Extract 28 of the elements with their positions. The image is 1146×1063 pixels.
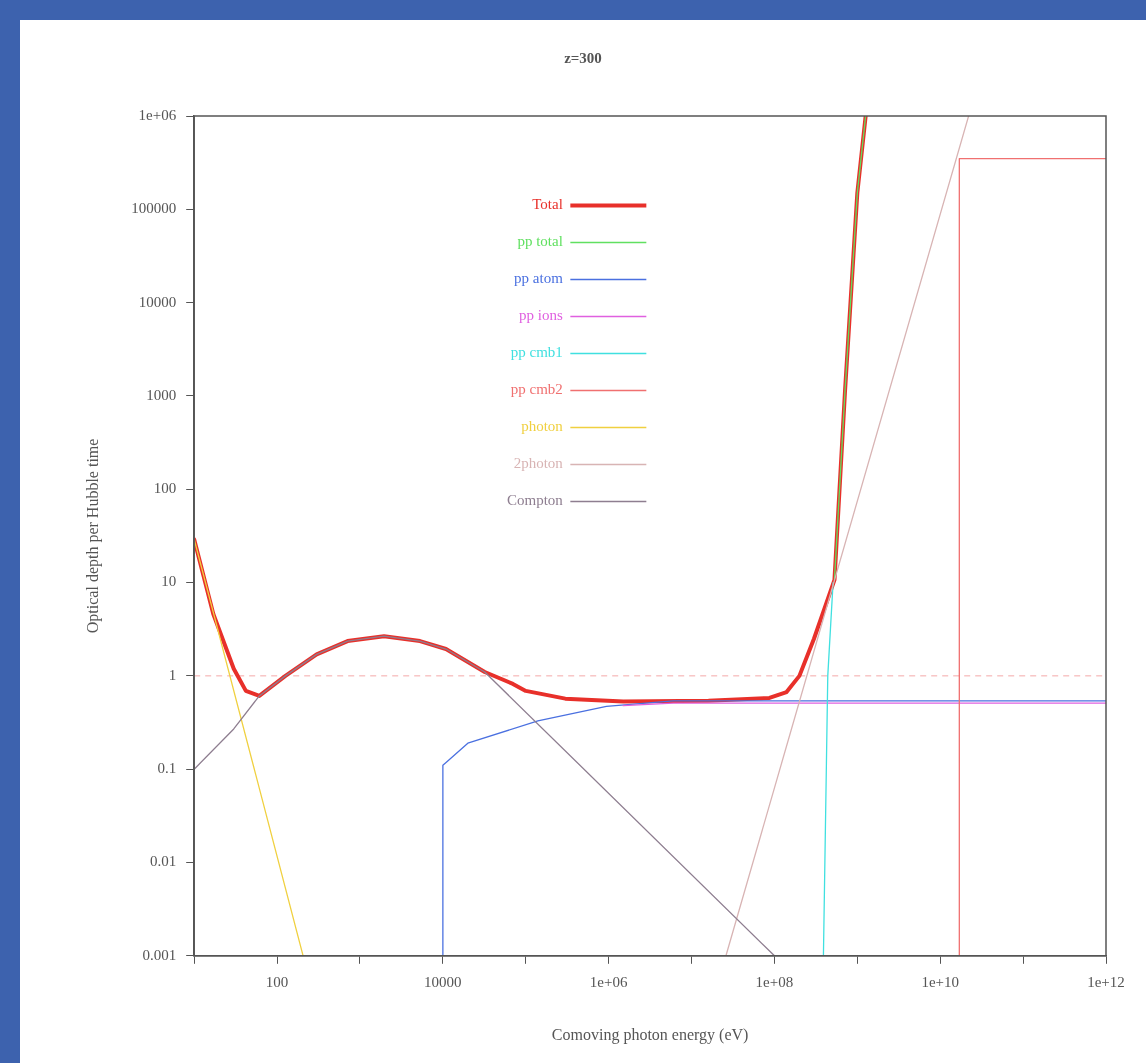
y-tick-label: 1e+06 [138,106,177,123]
y-tick-label: 1 [168,666,177,683]
text: pp ions [519,307,563,324]
x-tick-label: 1e+08 [755,973,794,990]
x-tick-label: 10000 [424,973,462,990]
y-tick-label: 0.001 [142,946,177,963]
y-tick-label: 10 [161,573,177,590]
text: Compton [506,492,564,509]
y-tick-label: 1000 [146,386,177,403]
text: Total [532,196,563,213]
x-tick-label: 1e+10 [921,973,960,990]
x-tick-label: 1e+12 [1087,973,1125,990]
x-tick-label: 1e+06 [589,973,628,990]
text: pp cmb2 [510,381,563,398]
text: pp total [517,233,563,250]
y-tick-label: 0.01 [149,853,177,870]
text: pp atom [514,270,564,287]
x-tick-label: 100 [265,973,289,990]
text: 2photon [513,455,564,472]
x-axis-title: Comoving photon energy (eV) [551,1025,749,1044]
y-tick-label: 10000 [138,293,177,310]
chart-title: z=300 [564,49,602,66]
y-tick-label: 100000 [131,200,177,217]
y-axis-title: Optical depth per Hubble time [83,438,102,634]
text: photon [521,418,564,435]
text: pp cmb1 [510,344,563,361]
y-tick-label: 0.1 [157,760,177,777]
y-tick-label: 100 [153,480,177,497]
